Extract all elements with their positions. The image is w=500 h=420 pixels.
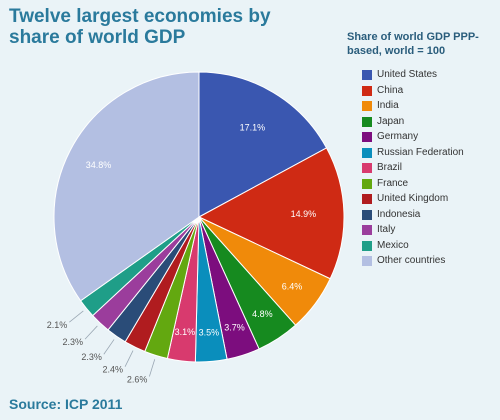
legend-label: India — [377, 100, 399, 111]
source-note: Source: ICP 2011 — [9, 396, 123, 412]
pie-slice-other-countries — [53, 71, 200, 302]
pie-slice-united-states — [198, 71, 328, 218]
slice-value-label: 2.4% — [103, 365, 124, 375]
slice-value-label: 17.1% — [240, 122, 266, 132]
legend-swatch — [362, 116, 372, 127]
legend-swatch — [362, 147, 372, 158]
slice-value-label: 3.1% — [175, 327, 196, 337]
legend-label: Mexico — [377, 239, 409, 251]
legend-swatch — [362, 240, 372, 251]
legend-label: United States — [377, 69, 438, 80]
slice-leader-line — [103, 339, 115, 355]
legend-swatch — [362, 209, 372, 220]
legend-swatch — [362, 70, 372, 80]
legend-label: Russian Federation — [377, 146, 464, 158]
slice-value-label: 34.8% — [86, 160, 112, 170]
slice-value-label: 2.6% — [127, 374, 148, 384]
legend-swatch — [362, 194, 372, 204]
legend-label: China — [377, 84, 404, 96]
legend-label: Brazil — [377, 162, 403, 173]
slice-value-label: 3.5% — [199, 328, 220, 338]
slice-leader-line — [124, 350, 134, 367]
legend-swatch — [362, 178, 372, 189]
legend-label: France — [377, 177, 409, 189]
legend-label: Germany — [377, 131, 419, 142]
pie-slice-china — [197, 147, 345, 280]
legend-swatch — [362, 256, 372, 266]
slice-value-label: 4.8% — [252, 309, 273, 319]
legend-swatch — [362, 101, 372, 111]
slice-value-label: 2.1% — [47, 320, 68, 330]
legend-label: Indonesia — [377, 208, 421, 220]
slice-value-label: 14.9% — [291, 209, 317, 219]
slice-value-label: 2.3% — [63, 337, 84, 347]
slice-value-label: 6.4% — [282, 281, 303, 291]
chart-title: Twelve largest economies by share of wor… — [9, 6, 271, 48]
slice-value-label: 2.3% — [81, 352, 102, 362]
slice-leader-line — [149, 359, 156, 377]
legend-title: Share of world GDP PPP-based, world = 10… — [347, 31, 479, 57]
legend-label: Italy — [377, 224, 396, 235]
slice-value-label: 3.7% — [224, 322, 245, 332]
slice-leader-line — [84, 325, 98, 340]
legend-swatch — [362, 85, 372, 96]
legend-label: Other countries — [377, 255, 446, 266]
slice-leader-line — [69, 310, 84, 323]
legend-label: United Kingdom — [377, 193, 449, 204]
legend-swatch — [362, 163, 372, 173]
legend-swatch — [362, 132, 372, 142]
legend-swatch — [362, 225, 372, 235]
legend-label: Japan — [377, 115, 405, 127]
